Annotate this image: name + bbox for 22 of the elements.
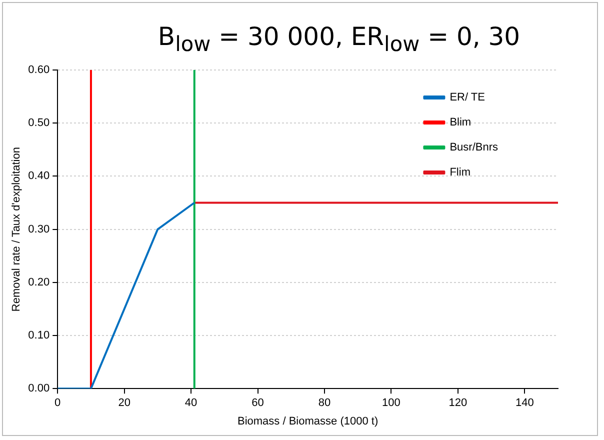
x-tick-label: 120 xyxy=(448,397,468,410)
x-tick-label: 140 xyxy=(515,397,534,410)
x-tick-label: 80 xyxy=(318,397,331,410)
legend-label: ER/ TE xyxy=(450,92,485,104)
y-tick-label: 0.10 xyxy=(28,330,50,342)
x-tick-label: 60 xyxy=(252,397,264,410)
chart-title: B$_{low}$ = 30 000, ER$_{low}$ = 0, 30 xyxy=(156,22,522,56)
y-tick-label: 0.30 xyxy=(28,223,50,236)
x-tick-label: 0 xyxy=(54,397,61,410)
legend-label: Blim xyxy=(450,116,472,129)
x-axis-title: Biomass / Biomasse (1000 t) xyxy=(237,415,378,428)
x-tick-label: 40 xyxy=(184,397,198,410)
y-tick-label: 0.00 xyxy=(28,382,50,395)
y-tick-label: 0.50 xyxy=(28,117,50,130)
x-tick-label: 20 xyxy=(118,397,130,410)
legend-label: Flim xyxy=(450,166,470,179)
y-tick-label: 0.20 xyxy=(28,276,50,288)
legend-label: Busr/Bnrs xyxy=(450,142,498,154)
y-tick-label: 0.40 xyxy=(28,170,50,182)
x-tick-label: 100 xyxy=(382,397,400,410)
y-axis-title: Removal rate / Taux d'exploitation xyxy=(10,147,23,312)
y-tick-label: 0.60 xyxy=(28,64,50,76)
